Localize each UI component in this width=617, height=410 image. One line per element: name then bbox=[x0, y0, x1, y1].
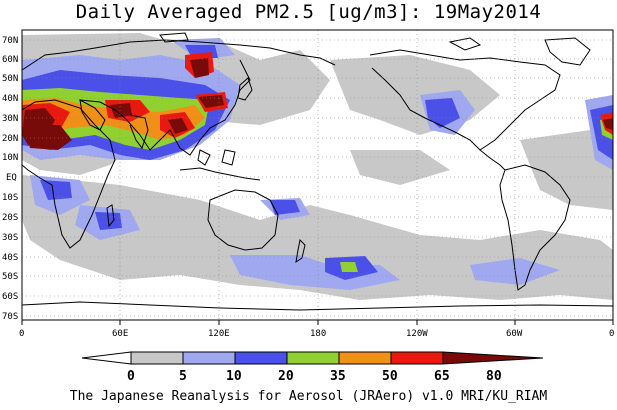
longitude-labels: 0 60E 120E 180 120W 60W 0 bbox=[19, 329, 614, 339]
lat-label: EQ bbox=[6, 173, 17, 183]
lat-label: 40N bbox=[2, 94, 18, 104]
lon-label: 0 bbox=[19, 329, 24, 339]
colorbar-tick: 35 bbox=[330, 369, 346, 384]
colorbar-tick: 80 bbox=[486, 369, 502, 384]
colorbar-tick: 0 bbox=[127, 369, 135, 384]
colorbar-segment bbox=[286, 351, 340, 365]
coastlines bbox=[21, 32, 614, 311]
lat-label: 40S bbox=[2, 253, 18, 263]
colorbar-segment bbox=[390, 351, 444, 365]
lat-label: 60N bbox=[2, 55, 18, 65]
lon-label: 60W bbox=[506, 329, 523, 339]
lat-label: 20S bbox=[2, 213, 18, 223]
colorbar-tick: 20 bbox=[278, 369, 294, 384]
lat-label: 50N bbox=[2, 74, 18, 84]
lon-label: 0 bbox=[609, 329, 614, 339]
footer-credit: The Japanese Reanalysis for Aerosol (JRA… bbox=[69, 389, 548, 404]
lat-label: 20N bbox=[2, 134, 18, 144]
lon-label: 60E bbox=[112, 329, 128, 339]
colorbar-tick: 10 bbox=[226, 369, 242, 384]
latitude-labels: 70N 60N 50N 40N 30N 20N 10N EQ 10S 20S 3… bbox=[2, 36, 18, 322]
lon-label: 120W bbox=[406, 329, 428, 339]
lat-label: 30N bbox=[2, 114, 18, 124]
lat-label: 60S bbox=[2, 292, 18, 302]
colorbar-segment bbox=[182, 351, 236, 365]
lat-label: 10S bbox=[2, 193, 18, 203]
colorbar-segment bbox=[442, 351, 544, 365]
colorbar-tick: 50 bbox=[382, 369, 398, 384]
gridlines bbox=[22, 30, 613, 320]
colorbar-segment bbox=[338, 351, 392, 365]
colorbar: 0 5 10 20 35 50 65 80 bbox=[81, 351, 544, 384]
colorbar-tick: 5 bbox=[179, 369, 187, 384]
lon-label: 120E bbox=[208, 329, 230, 339]
lat-label: 50S bbox=[2, 272, 18, 282]
lat-label: 70N bbox=[2, 36, 18, 46]
lat-label: 70S bbox=[2, 312, 18, 322]
colorbar-segment bbox=[234, 351, 288, 365]
aerosol-field bbox=[22, 33, 613, 300]
lon-label: 180 bbox=[310, 329, 326, 339]
lat-label: 10N bbox=[2, 153, 18, 163]
map-title: Daily Averaged PM2.5 [ug/m3]: 19May2014 bbox=[75, 1, 542, 23]
colorbar-segment bbox=[130, 351, 184, 365]
lat-label: 30S bbox=[2, 233, 18, 243]
colorbar-segment bbox=[81, 351, 132, 365]
colorbar-tick: 65 bbox=[434, 369, 450, 384]
